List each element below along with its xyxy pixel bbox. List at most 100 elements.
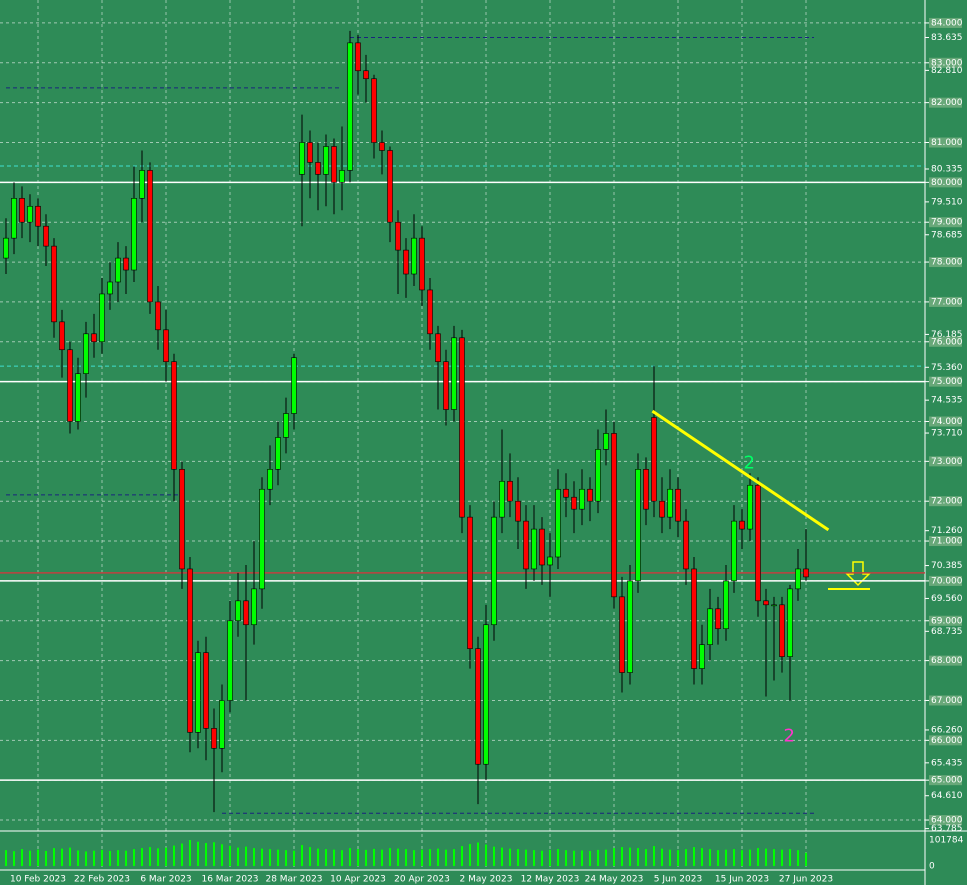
candle-body [531,528,537,570]
candle-body [483,624,489,765]
candle-body [683,520,689,570]
candle-body [99,293,105,343]
candle-body [387,150,393,223]
candle-body [699,644,705,669]
candle-body [107,281,113,295]
y-tick-label: 65.000 [931,776,963,786]
y-tick-box [929,217,962,228]
candle-body [171,361,177,470]
y-tick-label: 82.810 [931,66,963,76]
candle-body [651,417,657,502]
y-tick-box [929,735,962,746]
y-tick-label: 63.785 [931,824,963,834]
y-tick-label: 67.000 [931,696,963,706]
candle-body [515,500,521,522]
candle-body [595,449,601,502]
candle-body [355,42,361,72]
x-tick-label: 28 Mar 2023 [265,875,322,885]
candle-body [411,237,417,275]
volume-tick-label: 101784 [929,836,964,846]
y-tick-box [929,695,962,706]
trendline [651,409,830,532]
candle-body [275,437,281,470]
y-tick-label: 74.535 [931,396,963,406]
y-tick-box [929,615,962,626]
candle-body [3,237,9,259]
annotation: 2 [783,725,794,746]
candle-body [419,237,425,291]
candle-body [779,604,785,657]
candle-body [563,488,569,498]
y-tick-label: 70.000 [931,576,963,586]
candle-body [243,600,249,626]
candle-body [323,146,329,175]
candle-body [675,488,681,522]
y-tick-label: 65.435 [931,758,963,768]
candle-body [499,480,505,518]
y-tick-box [929,775,962,786]
candle-body [299,142,305,175]
candle-body [51,245,57,323]
down-arrow [845,561,871,587]
candle-body [283,413,289,438]
y-tick-label: 69.000 [931,616,963,626]
candle-body [43,225,49,247]
candle-body [267,469,273,490]
candle-body [19,197,25,223]
candle-body [539,528,545,566]
candle-body [27,205,33,223]
candle-body [579,488,585,510]
y-tick-label: 74.000 [931,417,963,427]
y-tick-label: 66.260 [931,725,963,735]
candle-body [619,596,625,673]
y-tick-label: 76.000 [931,337,963,347]
candle-body [339,170,345,183]
candle-body [691,568,697,669]
candle-body [555,488,561,558]
y-tick-box [929,137,962,148]
candle-body [211,728,217,749]
candle-body [635,469,641,582]
y-tick-label: 73.710 [931,429,963,439]
y-tick-label: 68.000 [931,656,963,666]
candle-body [67,349,73,422]
candle-body [523,520,529,570]
candle-body [115,257,121,283]
y-tick-label: 64.610 [931,791,963,801]
y-tick-label: 78.000 [931,258,963,268]
candle-body [131,197,137,271]
y-tick-label: 73.000 [931,457,963,467]
candle-body [627,580,633,673]
candle-body [379,142,385,151]
candle-body [139,170,145,199]
candle-body [163,329,169,363]
candle-body [91,333,97,343]
candle-body [235,600,241,622]
candle-body [59,321,65,351]
candle-body [771,604,777,607]
x-tick-label: 15 Jun 2023 [715,875,769,885]
candle-body [459,337,465,518]
candle-body [475,648,481,765]
y-tick-box [929,575,962,586]
y-tick-label: 68.735 [931,627,963,637]
y-tick-box [929,57,962,68]
candle-body [507,480,513,502]
candle-body [347,42,353,171]
candle-body [435,333,441,363]
candle-body [179,469,185,570]
candle-body [331,146,337,183]
candle-body [187,568,193,733]
y-tick-label: 83.000 [931,58,963,68]
y-tick-label: 69.560 [931,594,963,604]
candle-body [731,520,737,582]
candle-body [739,520,745,530]
candle-body [427,289,433,335]
candle-body [707,608,713,645]
y-tick-label: 75.360 [931,363,963,373]
x-tick-label: 12 May 2023 [521,875,580,885]
candle-body [643,469,649,510]
candle-body [403,249,409,275]
